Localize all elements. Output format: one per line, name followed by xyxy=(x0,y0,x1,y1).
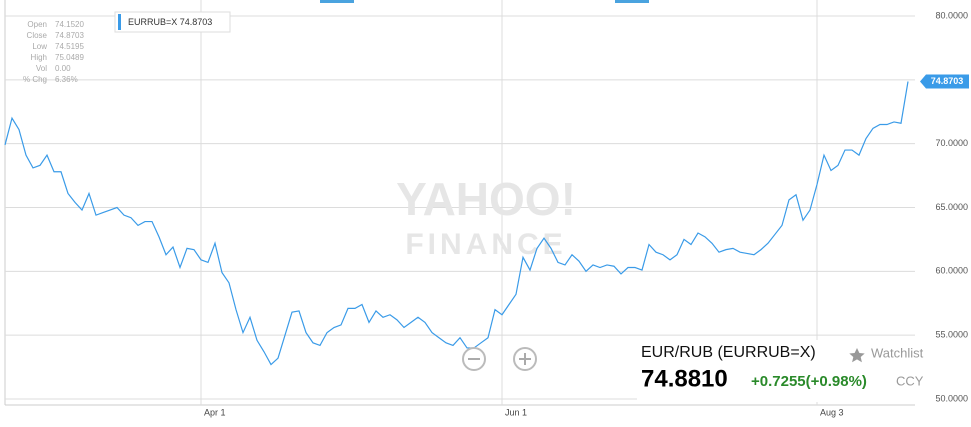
x-tick-label: Apr 1 xyxy=(204,407,226,417)
plot: 74.8703 xyxy=(4,74,969,366)
watermark: FINANCE xyxy=(405,228,566,261)
ohlc-label: Open xyxy=(27,20,47,29)
ohlc-value: 6.36% xyxy=(55,75,78,84)
quote-box xyxy=(637,340,915,402)
x-tick-label: Aug 3 xyxy=(820,407,844,417)
tab-marker xyxy=(615,0,649,3)
y-tick-label: 80.0000 xyxy=(935,10,968,20)
ohlc-panel: Open 74.1520 Close 74.8703 Low 74.5195 High 75.… xyxy=(23,20,84,84)
legend-value: 74.8703 xyxy=(180,17,213,27)
ohlc-value: 74.1520 xyxy=(55,20,84,29)
y-tick-label: 70.0000 xyxy=(935,138,968,148)
ohlc-label: Vol xyxy=(36,64,47,73)
ohlc-value: 0.00 xyxy=(55,64,71,73)
y-tick-label: 50.0000 xyxy=(935,393,968,403)
tab-marker xyxy=(320,0,354,3)
price-tag xyxy=(920,74,969,89)
ohlc-label: High xyxy=(31,53,47,62)
zoom-in[interactable] xyxy=(513,347,537,371)
ohlc-label: Close xyxy=(27,31,48,40)
quote-price: 74.8810 xyxy=(641,365,728,392)
ohlc-value: 75.0489 xyxy=(55,53,84,62)
x-tick-label: Jun 1 xyxy=(505,407,527,417)
watchlist[interactable]: Watchlist xyxy=(871,345,924,360)
watermark: YAHOO! xyxy=(396,173,576,225)
legend xyxy=(114,11,231,33)
legend-label: EURRUB=X 74.8703 xyxy=(128,17,212,27)
ohlc-value: 74.5195 xyxy=(55,42,84,51)
legend-swatch xyxy=(118,14,121,30)
y-tick-label: 65.0000 xyxy=(935,202,968,212)
zoom-out[interactable] xyxy=(462,347,486,371)
ohlc-value: 74.8703 xyxy=(55,31,84,40)
quote-change: +0.7255(+0.98%) xyxy=(751,373,867,390)
watchlist-star[interactable] xyxy=(849,348,865,363)
ohlc-label: Low xyxy=(32,42,47,51)
ohlc-label: % Chg xyxy=(23,75,47,84)
quote-name: EUR/RUB (EURRUB=X) xyxy=(641,344,816,361)
y-tick-label: 60.0000 xyxy=(935,266,968,276)
legend-name: EURRUB=X xyxy=(128,17,177,27)
y-tick-label: 55.0000 xyxy=(935,330,968,340)
price-line xyxy=(4,81,909,366)
price-tag-label: 74.8703 xyxy=(931,76,964,86)
quote-currency: CCY xyxy=(896,373,924,388)
